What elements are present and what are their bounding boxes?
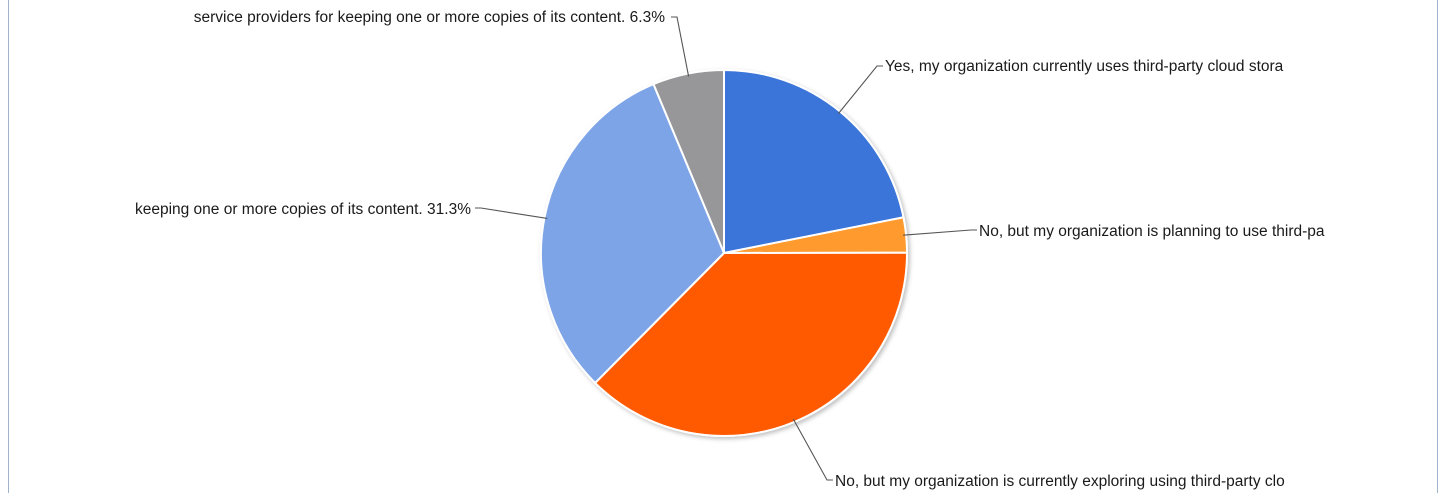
- leader-line-3: [792, 418, 833, 481]
- leader-line-1: [837, 65, 883, 115]
- leader-line-2: [903, 229, 977, 236]
- leader-line-4: [475, 207, 548, 220]
- chart-frame: Yes, my organization currently uses thir…: [8, 0, 1438, 493]
- slice-label-4: keeping one or more copies of its conten…: [135, 201, 471, 218]
- slice-label-3: No, but my organization is currently exp…: [835, 473, 1285, 490]
- slice-label-2: No, but my organization is planning to u…: [979, 223, 1325, 240]
- slice-label-1: Yes, my organization currently uses thir…: [885, 58, 1284, 75]
- pie-chart: Yes, my organization currently uses thir…: [135, 9, 1325, 490]
- leader-line-5: [671, 16, 690, 77]
- slice-label-5: service providers for keeping one or mor…: [194, 9, 665, 26]
